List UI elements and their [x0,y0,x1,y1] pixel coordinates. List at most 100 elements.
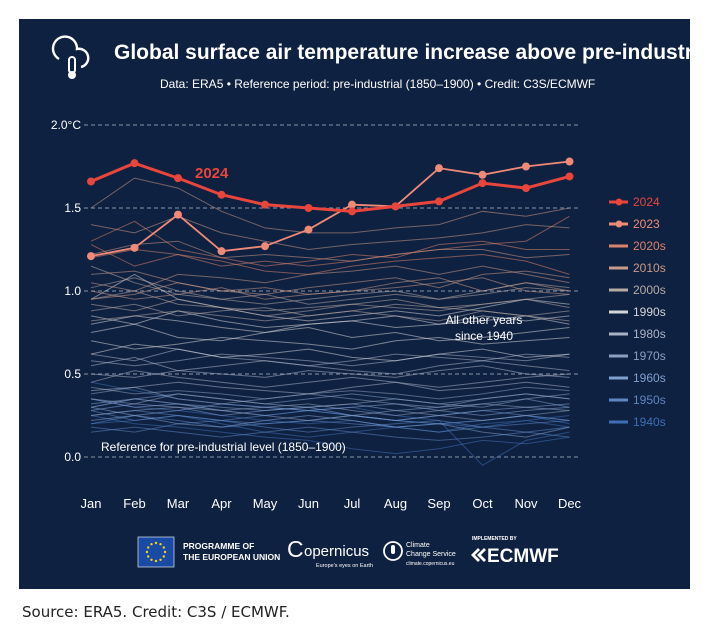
ecmwf-arrows-icon [471,548,486,562]
x-tick-label: Jun [298,496,319,511]
x-tick-label: Jan [81,496,102,511]
c3s-text-1: Climate [406,542,430,549]
data-point-2024 [174,174,182,183]
x-tick-label: Feb [123,496,145,511]
series-line-2010s [90,270,570,295]
eu-logo: PROGRAMME OF THE EUROPEAN UNION [137,536,280,568]
y-tick-label: 1.5 [64,201,81,215]
eu-stars [145,541,167,563]
series-line-2000s [90,277,570,305]
highlight-year-lines [87,157,574,261]
data-point-2024 [261,200,269,209]
series-line-1980s [90,356,570,375]
eu-star-icon [154,559,158,563]
series-line-1950s [90,410,570,421]
series-line-2024 [90,161,570,213]
data-point-2024 [435,197,443,206]
other-years-label-2: since 1940 [455,329,513,343]
legend-label: 1950s [633,393,666,407]
eu-star-icon [150,558,153,561]
ecmwf-logo: IMPLEMENTED BY ECMWF [471,536,559,567]
series-line-1970s [90,386,570,400]
series-line-1940s [90,415,570,455]
x-tick-label: Apr [211,496,232,511]
legend-label: 1970s [633,349,666,363]
label-2024: 2024 [195,165,229,182]
x-tick-label: Mar [167,496,190,511]
y-axis-ticks: 0.0 0.5 1.0 1.5 2.0°C [51,118,81,464]
series-line-1950s [90,414,570,433]
series-line-2020s [90,244,570,275]
x-tick-label: Dec [558,496,582,511]
series-line-1980s [90,370,570,388]
eu-flag-icon [137,536,175,568]
legend-label: 1980s [633,327,666,341]
legend-label: 2010s [633,261,666,275]
eu-text-1: PROGRAMME OF [183,541,254,551]
x-tick-label: May [253,496,278,511]
series-line-2010s [90,277,570,300]
series-line-1970s [90,398,570,417]
eu-star-icon [159,543,162,546]
data-point-2024 [304,204,313,212]
series-line-1990s [90,323,570,342]
series-line-1970s [90,406,570,421]
legend-label: 2023 [633,217,660,231]
series-line-2000s [90,310,570,322]
y-tick-label: 0.5 [64,367,81,381]
data-point-2023 [217,247,226,256]
data-point-2024 [130,159,139,168]
series-line-2010s [90,265,570,292]
series-line-1950s [90,426,570,441]
data-point-2023 [478,170,487,179]
data-point-2024 [565,172,574,181]
data-point-2024 [522,184,530,193]
x-tick-label: Jul [344,496,361,511]
thermometer-cloud-icon [51,35,90,79]
legend-label: 2000s [633,283,666,297]
eu-star-icon [162,546,165,549]
series-line-2023 [90,160,570,258]
c3s-icon [383,541,403,561]
series-line-1960s [90,403,570,417]
eu-star-icon [147,555,150,558]
x-axis-ticks: Jan Feb Mar Apr May Jun Jul Aug Sep Oct Nov Dec [81,496,582,511]
legend-label: 1960s [633,371,666,385]
c3s-logo: Climate Change Service climate.copernicu… [383,541,456,567]
data-point-2023 [130,243,139,252]
series-line-1970s [90,393,570,408]
series-line-2020s [90,215,570,267]
x-tick-label: Oct [472,496,493,511]
y-tick-label: 2.0°C [51,118,81,132]
copernicus-c-icon: C [287,536,304,562]
legend-label: 1990s [633,305,666,319]
data-point-2023 [304,225,313,234]
series-line-1980s [90,381,570,395]
y-tick-label: 1.0 [64,284,81,298]
copernicus-tagline: Europe's eyes on Earth [316,563,373,569]
ecmwf-text: ECMWF [487,546,559,567]
chart-svg: Global surface air temperature increase … [51,35,690,569]
eu-text-2: THE EUROPEAN UNION [183,552,280,562]
data-point-2023 [348,200,356,209]
other-years-label-1: All other years [446,313,523,327]
series-line-1990s [90,336,570,350]
y-tick-label: 0.0 [64,450,81,464]
series-line-1980s [90,365,570,378]
chart-title: Global surface air temperature increase … [114,41,690,64]
copernicus-text: opernicus [304,543,369,560]
data-point-2023 [87,252,95,261]
series-line-1980s [90,353,570,367]
reference-label: Reference for pre-industrial level (1850… [101,440,346,454]
legend-label: 2020s [633,239,666,253]
data-point-2024 [87,177,95,186]
background-year-lines [90,177,570,466]
x-tick-label: Aug [384,496,407,511]
chart-panel: Global surface air temperature increase … [19,19,690,589]
data-point-2023 [174,210,182,219]
data-point-2024 [217,190,226,199]
eu-star-icon [147,546,150,549]
data-point-2024 [391,202,400,211]
source-caption: Source: ERA5. Credit: C3S / ECMWF. [22,603,290,621]
c3s-text-2: Change Service [406,551,456,558]
